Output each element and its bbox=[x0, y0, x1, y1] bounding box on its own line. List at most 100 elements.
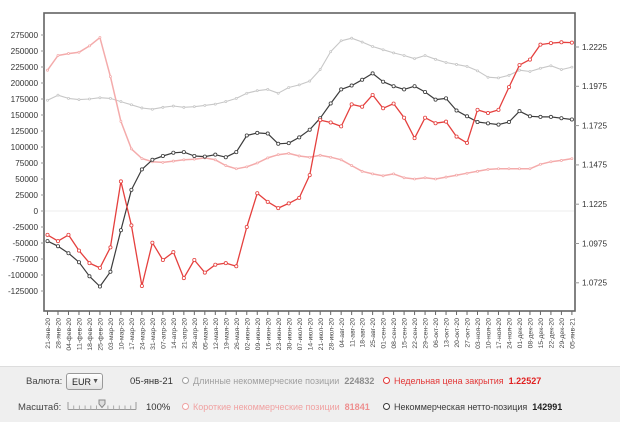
svg-text:-100000: -100000 bbox=[8, 271, 38, 280]
legend-label: Короткие некоммерческие позиции bbox=[193, 402, 340, 412]
svg-text:08-сен-20: 08-сен-20 bbox=[391, 318, 398, 349]
currency-value: EUR bbox=[72, 377, 92, 387]
svg-text:1.1725: 1.1725 bbox=[582, 121, 607, 130]
svg-text:31-мар-20: 31-мар-20 bbox=[150, 318, 157, 350]
legend-value: 224832 bbox=[344, 376, 375, 386]
svg-text:21-июл-20: 21-июл-20 bbox=[318, 318, 325, 351]
svg-text:19-мая-20: 19-мая-20 bbox=[223, 318, 230, 350]
legend-short-positions: Короткие некоммерческие позиции 81841 bbox=[182, 402, 370, 412]
svg-text:08-дек-20: 08-дек-20 bbox=[528, 318, 535, 349]
svg-text:-125000: -125000 bbox=[8, 287, 38, 296]
svg-text:18-авг-20: 18-авг-20 bbox=[360, 318, 367, 348]
scale-label: Масштаб: bbox=[18, 402, 62, 413]
svg-text:26-мая-20: 26-мая-20 bbox=[234, 318, 241, 350]
svg-text:02-июн-20: 02-июн-20 bbox=[244, 318, 251, 351]
svg-text:10-ноя-20: 10-ноя-20 bbox=[486, 318, 493, 349]
svg-text:13-окт-20: 13-окт-20 bbox=[444, 318, 451, 348]
legend-value: 1.22527 bbox=[508, 376, 542, 386]
legend-value: 81841 bbox=[344, 402, 370, 412]
svg-text:25-фев-20: 25-фев-20 bbox=[98, 318, 105, 351]
svg-text:27-окт-20: 27-окт-20 bbox=[465, 318, 472, 348]
svg-text:21-апр-20: 21-апр-20 bbox=[181, 318, 188, 349]
currency-label: Валюта: bbox=[26, 376, 63, 387]
svg-text:17-мар-20: 17-мар-20 bbox=[129, 318, 136, 350]
svg-text:200000: 200000 bbox=[11, 79, 39, 88]
svg-text:25-авг-20: 25-авг-20 bbox=[370, 318, 377, 348]
svg-text:07-апр-20: 07-апр-20 bbox=[160, 318, 167, 349]
legend-label: Длинные некоммерческие позиции bbox=[193, 376, 340, 386]
svg-text:28-июл-20: 28-июл-20 bbox=[328, 318, 335, 351]
scale-slider[interactable] bbox=[66, 398, 138, 413]
legend-label: Некоммерческая нетто-позиция bbox=[394, 402, 528, 412]
legend-long-positions: Длинные некоммерческие позиции 224832 bbox=[182, 376, 374, 386]
svg-text:15-сен-20: 15-сен-20 bbox=[402, 318, 409, 349]
svg-text:29-сен-20: 29-сен-20 bbox=[423, 318, 430, 349]
svg-text:1.0725: 1.0725 bbox=[582, 279, 607, 288]
svg-text:1.1225: 1.1225 bbox=[582, 200, 607, 209]
svg-text:1.1475: 1.1475 bbox=[582, 161, 607, 170]
svg-text:24-ноя-20: 24-ноя-20 bbox=[507, 318, 514, 349]
legend-value: 142991 bbox=[532, 402, 563, 412]
svg-text:10-мар-20: 10-мар-20 bbox=[119, 318, 126, 350]
svg-text:01-дек-20: 01-дек-20 bbox=[517, 318, 524, 349]
report-date: 05-янв-21 bbox=[130, 376, 173, 387]
svg-text:75000: 75000 bbox=[15, 159, 38, 168]
svg-text:18-фев-20: 18-фев-20 bbox=[87, 318, 94, 351]
svg-text:23-июн-20: 23-июн-20 bbox=[276, 318, 283, 351]
svg-text:1.0975: 1.0975 bbox=[582, 239, 607, 248]
svg-text:25000: 25000 bbox=[15, 191, 38, 200]
svg-text:12-мая-20: 12-мая-20 bbox=[213, 318, 220, 350]
svg-text:275000: 275000 bbox=[11, 31, 39, 40]
legend-net-position: Некоммерческая нетто-позиция 142991 bbox=[383, 402, 562, 412]
svg-text:24-мар-20: 24-мар-20 bbox=[139, 318, 146, 350]
svg-text:250000: 250000 bbox=[11, 47, 39, 56]
svg-text:01-сен-20: 01-сен-20 bbox=[381, 318, 388, 349]
currency-select[interactable]: EUR ▼ bbox=[66, 373, 103, 390]
scale-value: 100% bbox=[146, 402, 171, 413]
svg-text:09-июн-20: 09-июн-20 bbox=[255, 318, 262, 351]
legend-marker-icon bbox=[182, 403, 189, 411]
svg-text:175000: 175000 bbox=[11, 95, 39, 104]
svg-text:04-авг-20: 04-авг-20 bbox=[339, 318, 346, 348]
svg-text:1.2225: 1.2225 bbox=[582, 43, 607, 52]
svg-text:17-ноя-20: 17-ноя-20 bbox=[496, 318, 503, 349]
svg-text:-75000: -75000 bbox=[13, 255, 39, 264]
legend-marker-icon bbox=[182, 377, 189, 385]
svg-text:125000: 125000 bbox=[11, 127, 39, 136]
svg-text:16-июн-20: 16-июн-20 bbox=[265, 318, 272, 351]
svg-text:150000: 150000 bbox=[11, 111, 39, 120]
svg-text:15-дек-20: 15-дек-20 bbox=[538, 318, 545, 349]
svg-text:21-янв-20: 21-янв-20 bbox=[45, 318, 52, 349]
svg-text:03-ноя-20: 03-ноя-20 bbox=[475, 318, 482, 349]
svg-text:225000: 225000 bbox=[11, 63, 39, 72]
legend-label: Недельная цена закрытия bbox=[394, 376, 504, 386]
svg-text:06-окт-20: 06-окт-20 bbox=[433, 318, 440, 348]
svg-text:07-июл-20: 07-июл-20 bbox=[297, 318, 304, 351]
legend-marker-icon bbox=[383, 403, 390, 411]
svg-text:05-янв-21: 05-янв-21 bbox=[570, 318, 577, 349]
svg-text:28-янв-20: 28-янв-20 bbox=[56, 318, 63, 349]
svg-text:0: 0 bbox=[33, 207, 38, 216]
svg-text:04-фев-20: 04-фев-20 bbox=[66, 318, 73, 351]
svg-text:14-июл-20: 14-июл-20 bbox=[307, 318, 314, 351]
svg-text:14-апр-20: 14-апр-20 bbox=[171, 318, 178, 349]
svg-text:-25000: -25000 bbox=[13, 223, 39, 232]
svg-text:11-авг-20: 11-авг-20 bbox=[349, 318, 356, 347]
svg-text:22-сен-20: 22-сен-20 bbox=[412, 318, 419, 349]
svg-text:22-дек-20: 22-дек-20 bbox=[549, 318, 556, 349]
controls-panel: Валюта: EUR ▼ 05-янв-21 Длинные некоммер… bbox=[0, 366, 620, 422]
svg-text:28-апр-20: 28-апр-20 bbox=[192, 318, 199, 349]
cot-chart: 2750002500002250002000001750001500001250… bbox=[8, 12, 607, 351]
svg-text:-50000: -50000 bbox=[13, 239, 39, 248]
svg-text:30-июн-20: 30-июн-20 bbox=[286, 318, 293, 351]
svg-text:05-мая-20: 05-мая-20 bbox=[202, 318, 209, 350]
slider-thumb[interactable] bbox=[98, 399, 106, 409]
chevron-down-icon: ▼ bbox=[92, 378, 99, 385]
svg-text:20-окт-20: 20-окт-20 bbox=[454, 318, 461, 348]
svg-text:1.1975: 1.1975 bbox=[582, 82, 607, 91]
svg-text:50000: 50000 bbox=[15, 175, 38, 184]
svg-text:11-фев-20: 11-фев-20 bbox=[77, 318, 84, 350]
svg-text:03-мар-20: 03-мар-20 bbox=[108, 318, 115, 350]
legend-weekly-close: Недельная цена закрытия 1.22527 bbox=[383, 376, 541, 386]
